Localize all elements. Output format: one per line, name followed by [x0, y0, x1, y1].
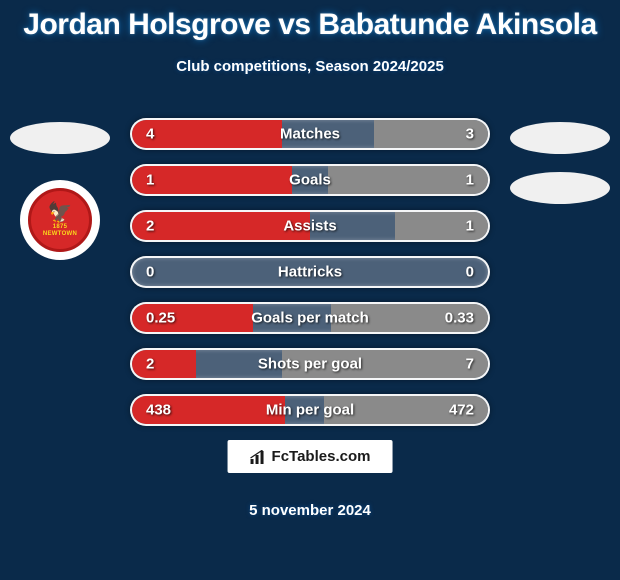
- stat-value-left: 0.25: [146, 310, 175, 327]
- stat-value-right: 0: [466, 264, 474, 281]
- stat-row: 0.25 0.33 Goals per match: [130, 302, 490, 334]
- player2-name: Babatunde Akinsola: [318, 8, 596, 41]
- player2-photo-placeholder-1: [510, 122, 610, 154]
- date-text: 5 november 2024: [249, 502, 371, 519]
- player1-photo-placeholder: [10, 122, 110, 154]
- stat-row: 0 0 Hattricks: [130, 256, 490, 288]
- stat-row: 2 1 Assists: [130, 210, 490, 242]
- stat-row: 2 7 Shots per goal: [130, 348, 490, 380]
- player1-name: Jordan Holsgrove: [23, 8, 270, 41]
- stat-value-left: 1: [146, 172, 154, 189]
- stat-value-right: 1: [466, 172, 474, 189]
- stat-bar-left: [132, 166, 292, 194]
- stat-row: 1 1 Goals: [130, 164, 490, 196]
- griffin-icon: 🦅: [48, 203, 73, 223]
- chart-icon: [250, 450, 266, 464]
- stat-value-right: 0.33: [445, 310, 474, 327]
- badge-name: NEWTOWN: [43, 231, 77, 237]
- stat-value-left: 4: [146, 126, 154, 143]
- player1-club-badge: 🦅 1875 NEWTOWN: [20, 180, 100, 260]
- stat-row: 438 472 Min per goal: [130, 394, 490, 426]
- badge-shield: 🦅 1875 NEWTOWN: [28, 188, 92, 252]
- stat-value-right: 7: [466, 356, 474, 373]
- stat-value-right: 472: [449, 402, 474, 419]
- player2-photo-placeholder-2: [510, 172, 610, 204]
- stat-label: Min per goal: [266, 402, 354, 419]
- stats-container: 4 3 Matches 1 1 Goals 2 1 Assists 0 0 Hattricks 0.25…: [130, 118, 490, 440]
- fctables-text: FcTables.com: [272, 448, 371, 465]
- stat-label: Goals per match: [251, 310, 369, 327]
- stat-row: 4 3 Matches: [130, 118, 490, 150]
- stat-value-left: 438: [146, 402, 171, 419]
- stat-value-right: 3: [466, 126, 474, 143]
- stat-bar-right: [328, 166, 488, 194]
- stat-label: Matches: [280, 126, 340, 143]
- stat-value-left: 0: [146, 264, 154, 281]
- stat-label: Hattricks: [278, 264, 342, 281]
- stat-value-right: 1: [466, 218, 474, 235]
- stat-bar-left: [132, 120, 282, 148]
- stat-label: Assists: [283, 218, 336, 235]
- comparison-title: Jordan Holsgrove vs Babatunde Akinsola: [0, 0, 620, 42]
- stat-value-left: 2: [146, 218, 154, 235]
- stat-value-left: 2: [146, 356, 154, 373]
- subtitle: Club competitions, Season 2024/2025: [0, 58, 620, 75]
- stat-bar-left: [132, 350, 196, 378]
- stat-label: Goals: [289, 172, 331, 189]
- badge-year: 1875: [53, 224, 68, 230]
- vs-text: vs: [278, 8, 310, 41]
- stat-bar-right: [395, 212, 488, 240]
- stat-label: Shots per goal: [258, 356, 362, 373]
- fctables-badge[interactable]: FcTables.com: [228, 440, 393, 473]
